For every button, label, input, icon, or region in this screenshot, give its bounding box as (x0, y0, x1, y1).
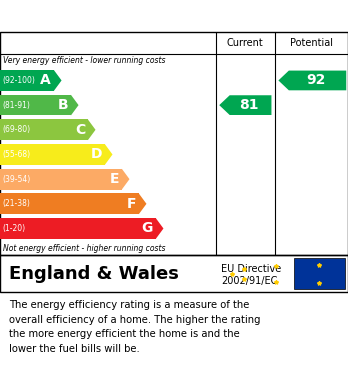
Text: B: B (57, 98, 68, 112)
Text: 81: 81 (239, 98, 259, 112)
Polygon shape (122, 169, 129, 190)
Polygon shape (156, 218, 164, 239)
Text: England & Wales: England & Wales (9, 265, 179, 283)
Text: (69-80): (69-80) (3, 125, 31, 134)
Text: 92: 92 (306, 74, 325, 88)
Text: Energy Efficiency Rating: Energy Efficiency Rating (9, 7, 238, 25)
Polygon shape (219, 95, 271, 115)
Bar (0, 218, 156, 239)
Text: Not energy efficient - higher running costs: Not energy efficient - higher running co… (3, 244, 166, 253)
Text: (55-68): (55-68) (3, 150, 31, 159)
Text: (81-91): (81-91) (3, 100, 31, 109)
Bar (294, 258, 345, 289)
Text: (39-54): (39-54) (3, 175, 31, 184)
Text: A: A (40, 74, 51, 88)
Text: The energy efficiency rating is a measure of the
overall efficiency of a home. T: The energy efficiency rating is a measur… (9, 300, 260, 353)
Bar (0, 95, 71, 115)
Polygon shape (54, 70, 62, 91)
Text: G: G (142, 221, 153, 235)
Text: Current: Current (227, 38, 264, 48)
Polygon shape (88, 119, 95, 140)
Bar (0, 194, 139, 214)
Text: C: C (75, 123, 85, 137)
Text: F: F (127, 197, 136, 211)
Text: EU Directive: EU Directive (221, 264, 281, 274)
Text: (21-38): (21-38) (3, 199, 31, 208)
Text: (92-100): (92-100) (3, 76, 35, 85)
Bar (0, 144, 105, 165)
Polygon shape (71, 95, 79, 115)
Polygon shape (105, 144, 112, 165)
Bar (0, 119, 88, 140)
Polygon shape (278, 71, 346, 90)
Text: Potential: Potential (290, 38, 333, 48)
Text: E: E (110, 172, 119, 186)
Bar (0, 70, 54, 91)
Text: D: D (90, 147, 102, 161)
Bar (0, 169, 122, 190)
Text: (1-20): (1-20) (3, 224, 26, 233)
Polygon shape (139, 194, 147, 214)
Text: Very energy efficient - lower running costs: Very energy efficient - lower running co… (3, 56, 166, 65)
Text: 2002/91/EC: 2002/91/EC (221, 276, 277, 286)
